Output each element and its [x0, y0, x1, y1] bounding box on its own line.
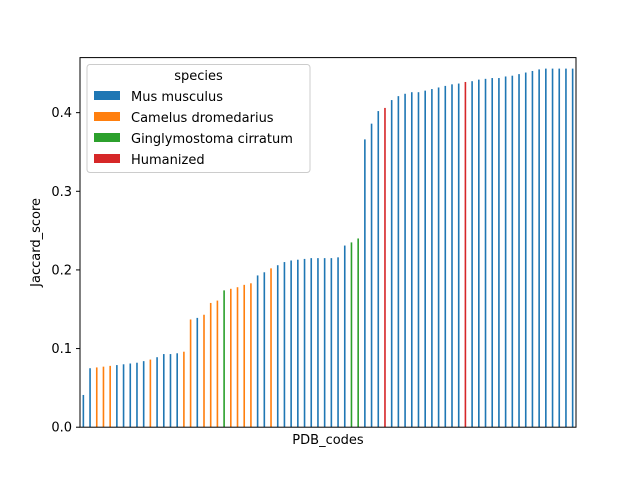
bar-50 [417, 92, 420, 428]
bar-36 [323, 258, 326, 428]
bar-48 [404, 93, 406, 428]
y-tick-label: 0.3 [51, 185, 72, 200]
bar-17 [196, 317, 199, 428]
legend-label: Camelus dromedarius [131, 111, 274, 126]
bar-18 [203, 314, 205, 428]
bar-67 [531, 70, 534, 428]
legend-swatch [94, 133, 120, 142]
bar-53 [437, 87, 440, 428]
bar-16 [189, 319, 192, 428]
bar-66 [524, 72, 527, 428]
bar-54 [444, 85, 447, 428]
bar-70 [551, 68, 554, 428]
bar-11 [156, 357, 158, 428]
bar-51 [424, 90, 426, 428]
bar-29 [276, 265, 279, 428]
bar-60 [484, 78, 487, 428]
bar-6 [122, 364, 125, 428]
bar-4 [109, 365, 111, 428]
y-tick-label: 0.2 [51, 263, 72, 278]
axes-layer [79, 57, 577, 428]
bar-5 [116, 365, 118, 428]
bar-72 [565, 68, 567, 428]
y-tick-label: 0.1 [51, 342, 72, 357]
bar-24 [243, 284, 246, 428]
bar-32 [297, 259, 299, 428]
bar-14 [176, 353, 178, 428]
legend-swatch [94, 154, 120, 163]
bar-41 [357, 238, 359, 428]
bar-58 [471, 81, 473, 428]
bar-42 [364, 139, 366, 428]
bar-43 [370, 123, 373, 428]
bar-22 [230, 288, 232, 428]
bar-45 [384, 107, 386, 428]
bar-61 [491, 78, 494, 428]
bar-8 [136, 362, 138, 428]
bar-28 [270, 268, 272, 428]
bar-31 [290, 260, 292, 428]
bar-71 [558, 68, 561, 428]
bar-49 [410, 92, 413, 428]
bar-12 [162, 354, 165, 428]
bar-65 [518, 74, 520, 428]
bar-59 [478, 79, 480, 428]
bar-20 [216, 300, 219, 428]
bar-3 [102, 366, 105, 428]
bar-27 [263, 272, 266, 428]
bars-layer [82, 68, 574, 428]
bar-7 [129, 363, 132, 428]
legend-swatch [94, 112, 120, 121]
x-axis-label: PDB_codes [292, 433, 364, 448]
bar-38 [337, 257, 339, 428]
bar-55 [451, 84, 453, 428]
y-axis-ticks: 0.0 0.1 0.2 0.3 0.4 [51, 106, 80, 436]
bar-64 [511, 75, 514, 428]
bar-0 [82, 394, 85, 428]
bar-23 [236, 287, 239, 428]
bar-44 [377, 111, 380, 428]
legend-label: Humanized [131, 153, 205, 168]
legend-label: Ginglymostoma cirratum [131, 132, 293, 147]
bar-1 [89, 368, 91, 428]
y-tick-label: 0.4 [51, 106, 72, 121]
bar-34 [310, 258, 313, 428]
bar-63 [504, 76, 507, 428]
bar-46 [390, 100, 393, 428]
bar-62 [498, 78, 500, 428]
bar-37 [330, 258, 333, 428]
bar-10 [149, 359, 152, 428]
bar-39 [343, 245, 346, 428]
bar-68 [538, 69, 540, 428]
bar-69 [545, 68, 547, 428]
bar-40 [350, 242, 353, 428]
bar-25 [250, 283, 252, 428]
bar-13 [169, 354, 172, 428]
legend: species Mus musculus Camelus dromedarius G… [86, 64, 311, 173]
legend-label: Mus musculus [131, 90, 223, 105]
bar-52 [431, 89, 433, 428]
legend-frame [86, 64, 311, 173]
bar-21 [223, 290, 225, 428]
y-axis-label: Jaccard_score [29, 198, 44, 288]
y-tick-label: 0.0 [51, 421, 72, 436]
bar-56 [457, 83, 460, 428]
plot-frame [79, 57, 577, 428]
legend-title: species [174, 69, 223, 84]
bar-35 [317, 258, 319, 428]
bar-9 [142, 361, 145, 428]
legend-entries: Mus musculus Camelus dromedarius Ginglymos… [94, 90, 293, 168]
legend-swatch [94, 91, 120, 100]
bar-73 [571, 68, 574, 428]
bar-57 [464, 81, 467, 428]
bar-47 [397, 96, 400, 428]
bar-26 [256, 275, 259, 428]
bar-30 [283, 262, 286, 428]
bar-33 [303, 258, 306, 428]
bar-19 [209, 302, 212, 428]
bar-2 [95, 367, 98, 428]
bar-15 [183, 351, 185, 428]
